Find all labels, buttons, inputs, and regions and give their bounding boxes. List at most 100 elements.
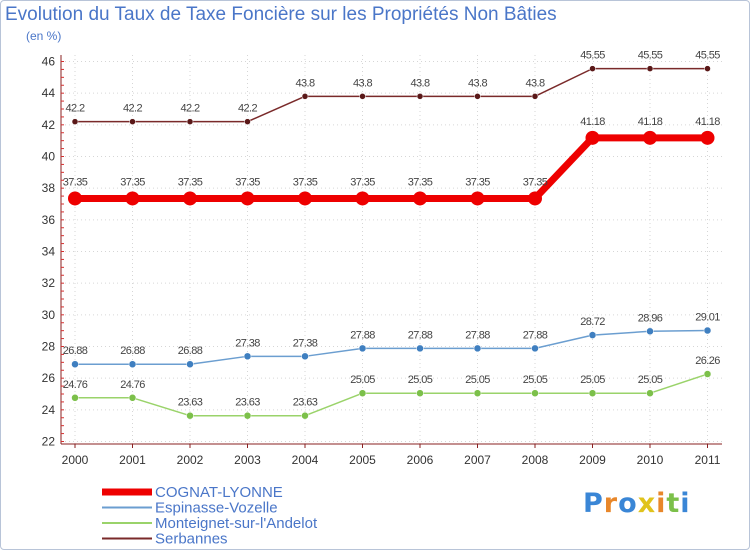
data-label-monteignet-sur-l-andelot: 25.05	[638, 374, 663, 386]
x-tick-label: 2006	[407, 453, 434, 467]
x-tick-label: 2002	[177, 453, 204, 467]
data-point-cognat-lyonne	[298, 191, 312, 206]
data-label-serbannes: 42.2	[123, 103, 142, 115]
data-label-cognat-lyonne: 37.35	[120, 176, 145, 188]
series-line-monteignet-sur-l-andelot	[75, 373, 708, 417]
y-tick-label: 24	[42, 403, 56, 417]
data-point-espinasse-vozelle	[243, 352, 252, 361]
y-tick-label: 44	[42, 86, 56, 100]
data-label-serbannes: 42.2	[180, 103, 199, 115]
data-label-espinasse-vozelle: 29.01	[695, 312, 720, 324]
data-label-monteignet-sur-l-andelot: 25.05	[350, 374, 375, 386]
logo-letter: x	[637, 488, 657, 519]
data-point-espinasse-vozelle	[128, 360, 137, 368]
data-point-espinasse-vozelle	[71, 360, 79, 368]
data-point-cognat-lyonne	[125, 191, 140, 206]
data-point-serbannes	[244, 118, 251, 125]
data-label-espinasse-vozelle: 27.88	[523, 329, 548, 341]
data-label-espinasse-vozelle: 26.88	[120, 345, 145, 357]
data-label-monteignet-sur-l-andelot: 26.26	[695, 355, 720, 367]
data-label-cognat-lyonne: 37.35	[465, 176, 490, 188]
data-point-cognat-lyonne	[183, 191, 197, 206]
y-tick-label: 34	[42, 245, 56, 259]
data-point-serbannes	[474, 93, 481, 100]
data-label-serbannes: 43.8	[295, 77, 314, 89]
x-tick-label: 2010	[637, 453, 664, 467]
data-label-monteignet-sur-l-andelot: 25.05	[523, 374, 548, 386]
logo-letter: i	[656, 488, 667, 519]
data-point-monteignet-sur-l-andelot	[71, 394, 79, 402]
data-point-serbannes	[531, 93, 539, 100]
data-point-monteignet-sur-l-andelot	[358, 389, 367, 397]
data-label-serbannes: 42.2	[65, 103, 84, 115]
data-label-espinasse-vozelle: 27.88	[408, 329, 433, 341]
data-label-monteignet-sur-l-andelot: 23.63	[293, 397, 318, 409]
series-line-cognat-lyonne	[75, 134, 708, 202]
data-label-cognat-lyonne: 37.35	[235, 176, 260, 188]
data-point-cognat-lyonne	[413, 191, 427, 206]
data-label-monteignet-sur-l-andelot: 25.05	[408, 374, 433, 386]
y-tick-label: 42	[42, 118, 56, 132]
data-label-serbannes: 43.8	[410, 77, 429, 89]
data-point-espinasse-vozelle	[473, 344, 482, 353]
data-label-espinasse-vozelle: 28.96	[638, 312, 663, 324]
y-tick-label: 26	[42, 371, 56, 385]
data-point-espinasse-vozelle	[186, 360, 194, 368]
data-point-cognat-lyonne	[528, 191, 542, 206]
data-label-monteignet-sur-l-andelot: 25.05	[580, 374, 605, 386]
logo-letter: i	[680, 488, 691, 519]
data-label-cognat-lyonne: 37.35	[523, 176, 548, 188]
logo-letter: P	[583, 488, 604, 519]
plot-area	[61, 55, 722, 444]
y-tick-label: 40	[42, 150, 56, 164]
data-point-serbannes	[646, 65, 654, 72]
y-tick-label: 22	[42, 435, 56, 449]
data-label-espinasse-vozelle: 27.38	[293, 337, 318, 349]
x-tick-label: 2000	[62, 453, 89, 467]
x-tick-label: 2007	[464, 453, 491, 467]
data-label-cognat-lyonne: 41.18	[695, 116, 720, 128]
data-point-serbannes	[589, 65, 596, 72]
series-line-serbannes	[75, 67, 708, 123]
data-label-cognat-lyonne: 37.35	[178, 176, 203, 188]
logo-letter: o	[618, 488, 638, 519]
data-point-serbannes	[359, 93, 366, 100]
data-point-monteignet-sur-l-andelot	[416, 389, 424, 397]
data-point-monteignet-sur-l-andelot	[703, 370, 712, 378]
data-label-cognat-lyonne: 37.35	[63, 176, 88, 188]
data-label-espinasse-vozelle: 27.88	[350, 329, 375, 341]
data-point-espinasse-vozelle	[358, 344, 367, 353]
data-point-espinasse-vozelle	[703, 326, 712, 335]
data-point-cognat-lyonne	[700, 130, 715, 145]
chart-title: Evolution du Taux de Taxe Foncière sur l…	[5, 4, 557, 25]
legend-label: COGNAT-LYONNE	[155, 484, 283, 501]
data-label-serbannes: 45.55	[695, 50, 720, 62]
data-point-serbannes	[301, 93, 309, 100]
data-point-cognat-lyonne	[240, 191, 255, 206]
data-point-espinasse-vozelle	[646, 327, 654, 336]
y-tick-label: 36	[42, 213, 56, 227]
data-label-monteignet-sur-l-andelot: 23.63	[235, 397, 260, 409]
x-tick-label: 2008	[522, 453, 549, 467]
x-tick-label: 2011	[695, 453, 721, 467]
data-point-cognat-lyonne	[470, 191, 485, 206]
data-point-serbannes	[71, 118, 79, 125]
data-label-serbannes: 45.55	[638, 50, 663, 62]
data-point-espinasse-vozelle	[531, 344, 539, 353]
legend-label: Serbannes	[155, 531, 228, 548]
data-label-cognat-lyonne: 37.35	[293, 176, 318, 188]
data-label-monteignet-sur-l-andelot: 24.76	[63, 379, 88, 391]
data-label-espinasse-vozelle: 26.88	[63, 345, 88, 357]
data-label-serbannes: 45.55	[580, 50, 605, 62]
data-label-cognat-lyonne: 37.35	[350, 176, 375, 188]
data-point-monteignet-sur-l-andelot	[243, 411, 252, 420]
data-point-cognat-lyonne	[643, 130, 657, 145]
data-point-espinasse-vozelle	[416, 344, 424, 353]
data-point-monteignet-sur-l-andelot	[186, 411, 194, 420]
series-line-espinasse-vozelle	[75, 329, 708, 365]
y-tick-label: 32	[42, 276, 56, 290]
data-label-espinasse-vozelle: 27.38	[235, 337, 260, 349]
x-tick-label: 2001	[119, 453, 146, 467]
y-axis-unit: (en %)	[26, 29, 62, 43]
